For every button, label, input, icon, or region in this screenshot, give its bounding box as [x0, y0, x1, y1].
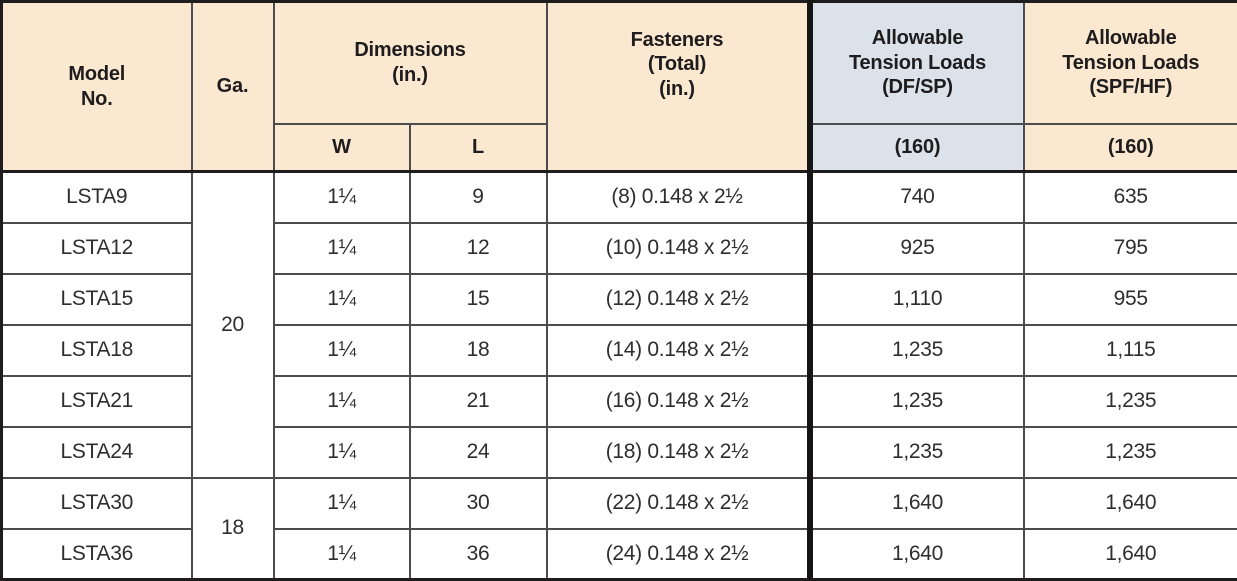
table-row: LSTA9 20 1¼ 9 (8) 0.148 x 2½ 740 635	[2, 172, 1237, 223]
cell-fasteners: (12) 0.148 x 2½	[547, 274, 810, 325]
table-row: LSTA21 1¼ 21 (16) 0.148 x 2½ 1,235 1,235	[2, 376, 1237, 427]
cell-w: 1¼	[274, 325, 410, 376]
table-row: LSTA24 1¼ 24 (18) 0.148 x 2½ 1,235 1,235	[2, 427, 1237, 478]
cell-w: 1¼	[274, 172, 410, 223]
cell-spf-hf-load: 795	[1024, 223, 1237, 274]
cell-spf-hf-load: 1,640	[1024, 529, 1237, 580]
cell-ga-group-18: 18	[192, 478, 274, 580]
cell-l: 9	[410, 172, 547, 223]
cell-df-sp-load: 1,235	[810, 427, 1024, 478]
cell-df-sp-load: 1,640	[810, 529, 1024, 580]
cell-spf-hf-load: 1,640	[1024, 478, 1237, 529]
cell-w: 1¼	[274, 223, 410, 274]
cell-fasteners: (22) 0.148 x 2½	[547, 478, 810, 529]
cell-df-sp-load: 1,235	[810, 325, 1024, 376]
cell-spf-hf-load: 1,235	[1024, 376, 1237, 427]
table-row: LSTA18 1¼ 18 (14) 0.148 x 2½ 1,235 1,115	[2, 325, 1237, 376]
cell-ga-group-20: 20	[192, 172, 274, 478]
cell-model: LSTA18	[2, 325, 192, 376]
cell-model: LSTA24	[2, 427, 192, 478]
cell-spf-hf-load: 1,115	[1024, 325, 1237, 376]
cell-l: 12	[410, 223, 547, 274]
subheader-l: L	[410, 124, 547, 172]
cell-fasteners: (8) 0.148 x 2½	[547, 172, 810, 223]
cell-model: LSTA36	[2, 529, 192, 580]
cell-fasteners: (14) 0.148 x 2½	[547, 325, 810, 376]
cell-model: LSTA21	[2, 376, 192, 427]
header-row-main: Model No. Ga. Dimensions (in.) Fasteners…	[2, 2, 1237, 124]
cell-fasteners: (24) 0.148 x 2½	[547, 529, 810, 580]
cell-model: LSTA9	[2, 172, 192, 223]
cell-df-sp-load: 740	[810, 172, 1024, 223]
cell-df-sp-load: 1,640	[810, 478, 1024, 529]
table-row: LSTA12 1¼ 12 (10) 0.148 x 2½ 925 795	[2, 223, 1237, 274]
header-ga: Ga.	[192, 2, 274, 172]
subheader-df-sp-160: (160)	[810, 124, 1024, 172]
table-body: LSTA9 20 1¼ 9 (8) 0.148 x 2½ 740 635 LST…	[2, 172, 1237, 580]
cell-l: 15	[410, 274, 547, 325]
cell-spf-hf-load: 955	[1024, 274, 1237, 325]
cell-fasteners: (16) 0.148 x 2½	[547, 376, 810, 427]
cell-model: LSTA15	[2, 274, 192, 325]
header-fasteners: Fasteners (Total) (in.)	[547, 2, 810, 172]
cell-w: 1¼	[274, 376, 410, 427]
header-allowable-tension-df-sp: Allowable Tension Loads (DF/SP)	[810, 2, 1024, 124]
subheader-w: W	[274, 124, 410, 172]
subheader-spf-hf-160: (160)	[1024, 124, 1237, 172]
cell-model: LSTA12	[2, 223, 192, 274]
cell-df-sp-load: 925	[810, 223, 1024, 274]
header-model-no: Model No.	[2, 2, 192, 172]
cell-df-sp-load: 1,235	[810, 376, 1024, 427]
cell-w: 1¼	[274, 529, 410, 580]
header-allowable-tension-spf-hf: Allowable Tension Loads (SPF/HF)	[1024, 2, 1237, 124]
cell-spf-hf-load: 635	[1024, 172, 1237, 223]
cell-df-sp-load: 1,110	[810, 274, 1024, 325]
cell-fasteners: (10) 0.148 x 2½	[547, 223, 810, 274]
table-row: LSTA30 18 1¼ 30 (22) 0.148 x 2½ 1,640 1,…	[2, 478, 1237, 529]
cell-fasteners: (18) 0.148 x 2½	[547, 427, 810, 478]
cell-l: 18	[410, 325, 547, 376]
cell-l: 24	[410, 427, 547, 478]
cell-w: 1¼	[274, 427, 410, 478]
header-dimensions: Dimensions (in.)	[274, 2, 547, 124]
cell-l: 21	[410, 376, 547, 427]
table-row: LSTA36 1¼ 36 (24) 0.148 x 2½ 1,640 1,640	[2, 529, 1237, 580]
cell-l: 30	[410, 478, 547, 529]
table-row: LSTA15 1¼ 15 (12) 0.148 x 2½ 1,110 955	[2, 274, 1237, 325]
cell-model: LSTA30	[2, 478, 192, 529]
cell-spf-hf-load: 1,235	[1024, 427, 1237, 478]
cell-w: 1¼	[274, 274, 410, 325]
cell-l: 36	[410, 529, 547, 580]
table-header: Model No. Ga. Dimensions (in.) Fasteners…	[2, 2, 1237, 172]
cell-w: 1¼	[274, 478, 410, 529]
